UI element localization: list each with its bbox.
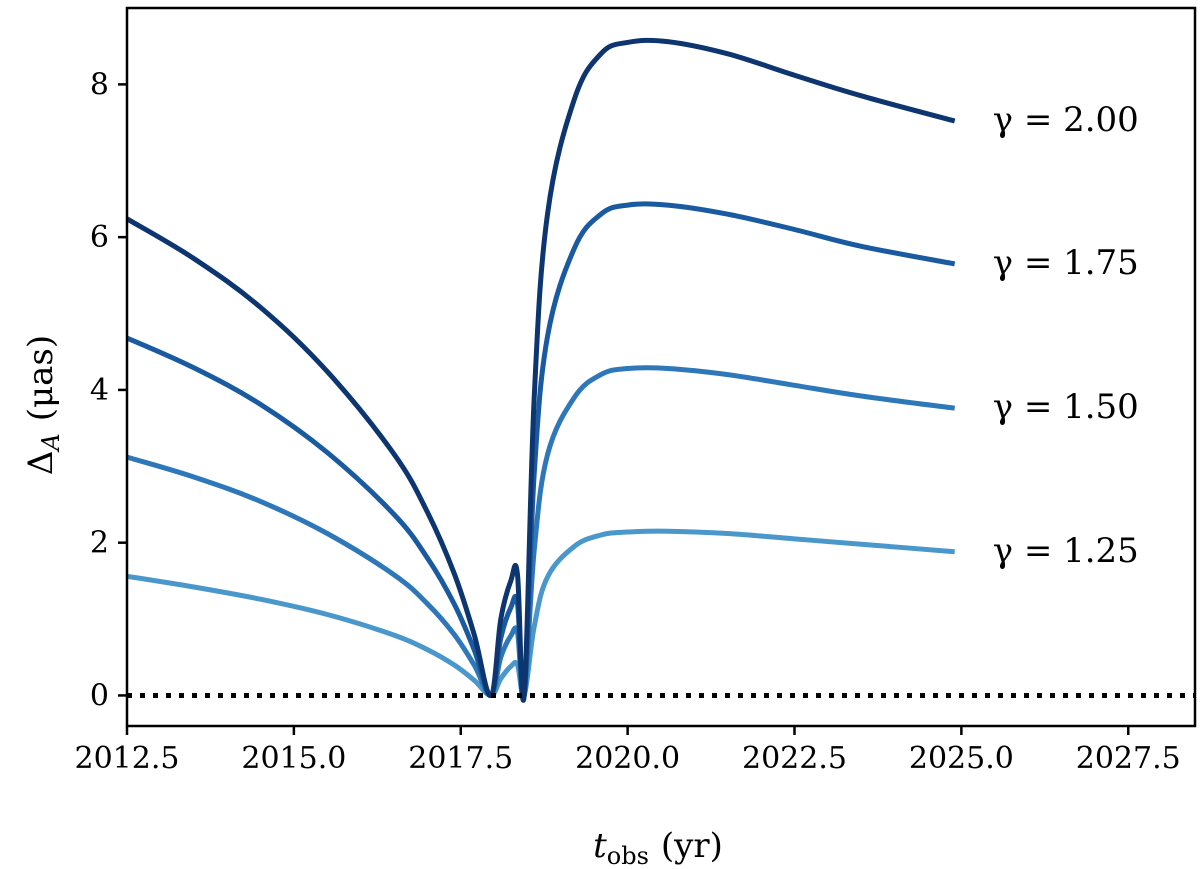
- y-axis-ticks: 0 2 4 6 8: [90, 67, 127, 713]
- series-layer: [125, 37, 956, 703]
- x-tick-label: 2012.5: [75, 741, 180, 776]
- series-label-1: γ = 1.25: [993, 531, 1139, 571]
- series-label-2: γ = 1.50: [993, 387, 1139, 427]
- x-tick-label: 2025.0: [909, 741, 1014, 776]
- x-tick-label: 2020.0: [575, 741, 680, 776]
- x-tick-label: 2027.5: [1076, 741, 1181, 776]
- y-tick-label: 4: [90, 373, 109, 408]
- x-tick-label: 2022.5: [742, 741, 847, 776]
- series-line-1: [126, 528, 955, 699]
- y-tick-label: 0: [90, 678, 109, 713]
- y-tick-label: 8: [90, 67, 109, 102]
- plot-area: [125, 6, 1197, 728]
- series-label-4: γ = 2.00: [993, 100, 1139, 140]
- x-tick-label: 2015.0: [241, 741, 346, 776]
- x-axis-ticks: 2012.5 2015.0 2017.5 2020.0 2022.5 2025.0 2027…: [75, 726, 1181, 776]
- x-tick-label: 2017.5: [408, 741, 513, 776]
- series-labels: γ = 1.25 γ = 1.50 γ = 1.75 γ = 2.00: [993, 100, 1139, 571]
- y-tick-label: 6: [90, 220, 109, 255]
- series-label-3: γ = 1.75: [993, 243, 1139, 283]
- y-tick-label: 2: [90, 526, 109, 561]
- series-line-4: [125, 37, 956, 703]
- x-axis-label: tobs (yr): [593, 826, 723, 869]
- series-line-2: [126, 365, 956, 701]
- y-axis-label: ΔA(μas): [21, 335, 65, 475]
- axes-frame: [125, 6, 1197, 728]
